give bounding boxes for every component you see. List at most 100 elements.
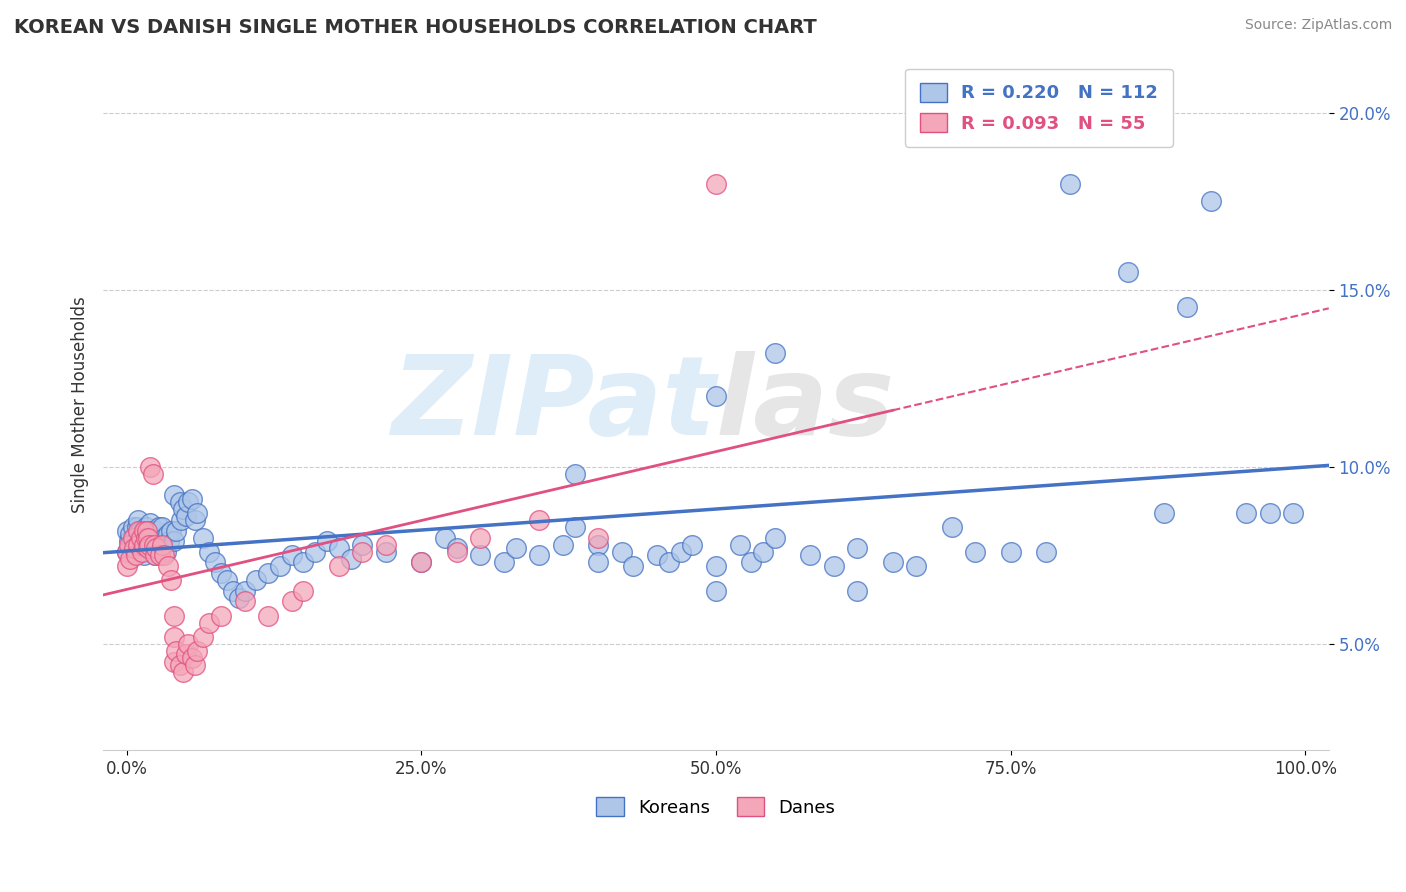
Point [505, 541, 527, 556]
Point [153, 531, 176, 545]
Point [131, 541, 153, 556]
Point [941, 520, 963, 534]
Point [1059, 177, 1081, 191]
Point [165, 524, 187, 538]
Point [138, 531, 160, 545]
Point [127, 524, 149, 538]
Point [118, 534, 141, 549]
Point [145, 541, 167, 556]
Point [139, 459, 162, 474]
Point [136, 531, 159, 545]
Text: las: las [716, 351, 896, 458]
Point [586, 556, 609, 570]
Point [965, 545, 987, 559]
Point [156, 527, 179, 541]
Point [763, 346, 786, 360]
Point [411, 556, 433, 570]
Point [142, 538, 165, 552]
Point [180, 651, 202, 665]
Point [304, 545, 326, 559]
Point [156, 558, 179, 573]
Point [129, 531, 152, 545]
Point [121, 520, 143, 534]
Point [121, 531, 143, 545]
Point [169, 658, 191, 673]
Point [169, 495, 191, 509]
Point [375, 538, 398, 552]
Point [198, 615, 221, 630]
Point [193, 630, 215, 644]
Point [115, 545, 138, 559]
Point [150, 538, 173, 552]
Point [155, 545, 177, 559]
Point [138, 538, 160, 552]
Point [172, 665, 194, 680]
Point [142, 541, 165, 556]
Legend: Koreans, Danes: Koreans, Danes [589, 790, 842, 824]
Point [174, 509, 197, 524]
Point [328, 558, 350, 573]
Point [339, 552, 361, 566]
Point [136, 541, 159, 556]
Point [184, 658, 207, 673]
Point [905, 558, 928, 573]
Point [704, 389, 727, 403]
Point [257, 608, 280, 623]
Point [142, 467, 165, 481]
Point [145, 538, 167, 552]
Point [527, 549, 550, 563]
Point [1258, 506, 1281, 520]
Point [280, 594, 302, 608]
Point [527, 513, 550, 527]
Point [728, 538, 751, 552]
Point [134, 524, 156, 538]
Point [125, 534, 148, 549]
Point [669, 545, 692, 559]
Point [763, 531, 786, 545]
Point [163, 630, 186, 644]
Text: KOREAN VS DANISH SINGLE MOTHER HOUSEHOLDS CORRELATION CHART: KOREAN VS DANISH SINGLE MOTHER HOUSEHOLD… [14, 18, 817, 37]
Point [209, 566, 232, 580]
Point [233, 594, 256, 608]
Point [163, 488, 186, 502]
Point [1153, 506, 1175, 520]
Point [704, 177, 727, 191]
Point [257, 566, 280, 580]
Point [586, 538, 609, 552]
Point [131, 545, 153, 559]
Point [135, 534, 157, 549]
Point [610, 545, 633, 559]
Point [846, 541, 869, 556]
Point [375, 545, 398, 559]
Point [118, 538, 141, 552]
Text: ZIPat: ZIPat [391, 351, 716, 458]
Point [157, 534, 180, 549]
Point [1000, 545, 1022, 559]
Point [125, 549, 148, 563]
Point [882, 556, 904, 570]
Point [446, 545, 468, 559]
Point [551, 538, 574, 552]
Point [1035, 545, 1057, 559]
Point [115, 524, 138, 538]
Point [149, 549, 172, 563]
Point [228, 591, 250, 605]
Point [681, 538, 703, 552]
Point [149, 534, 172, 549]
Point [586, 531, 609, 545]
Point [127, 513, 149, 527]
Point [127, 538, 149, 552]
Point [352, 538, 374, 552]
Point [122, 531, 145, 545]
Point [135, 531, 157, 545]
Point [139, 534, 162, 549]
Point [799, 549, 821, 563]
Point [1282, 506, 1305, 520]
Point [470, 549, 492, 563]
Y-axis label: Single Mother Households: Single Mother Households [72, 296, 89, 513]
Point [135, 524, 157, 538]
Point [172, 502, 194, 516]
Point [129, 531, 152, 545]
Point [411, 556, 433, 570]
Point [124, 545, 146, 559]
